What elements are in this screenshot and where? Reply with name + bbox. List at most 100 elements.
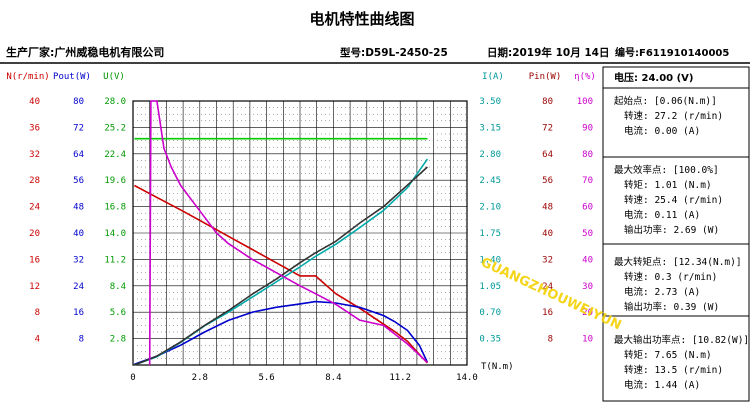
manufacturer-label: 生产厂家:广州威稳电机有限公司 [6,45,164,59]
axis-tick-U: 11.2 [104,255,126,265]
info-line: 输出功率: 2.69 (W) [624,224,719,236]
axis-label-I: I(A) [482,72,504,82]
chart-title: 电机特性曲线图 [309,10,414,28]
axis-tick-N: 32 [29,150,40,160]
x-tick: 11.2 [389,373,411,383]
axis-tick-Pin: 16 [542,308,553,318]
axis-tick-eff: 80 [582,150,593,160]
axis-tick-Pin: 48 [542,203,553,213]
axis-tick-Pout: 32 [73,255,84,265]
left-axis-labels: N(r/min)481216202428323640Pout(W)8162432… [6,72,126,345]
axis-tick-eff: 60 [582,203,593,213]
info-line: 电流: 0.11 (A) [624,209,700,221]
axis-tick-U: 2.8 [110,335,126,345]
axis-tick-Pout: 56 [73,176,84,186]
axis-tick-U: 14.0 [104,229,126,239]
axis-tick-I: 2.80 [479,150,501,160]
info-panel-text: 起始点: [0.06(N.m)] 转速: 27.2 (r/min) 电流: 0.00… [614,95,749,391]
axis-tick-Pout: 24 [73,282,84,292]
info-line: 转速: 25.4 (r/min) [624,194,723,206]
axis-tick-I: 2.45 [479,176,501,186]
axis-tick-Pout: 72 [73,123,84,133]
axis-label-Pout: Pout(W) [53,72,91,82]
axis-tick-U: 5.6 [110,308,126,318]
axis-tick-Pout: 8 [79,335,84,345]
axis-tick-I: 1.75 [479,229,501,239]
info-line: 起始点: [0.06(N.m)] [614,95,717,107]
axis-tick-Pin: 56 [542,176,553,186]
axis-tick-N: 12 [29,282,40,292]
series-line-N [134,184,428,364]
model-label: 型号:D59L-2450-25 [340,46,448,59]
axis-tick-eff: 50 [582,229,593,239]
axis-tick-Pin: 40 [542,229,553,239]
info-line: 转矩: 7.65 (N.m) [624,349,712,361]
axis-tick-I: 3.15 [479,123,501,133]
axis-tick-N: 4 [35,335,40,345]
x-tick: 8.4 [325,373,341,383]
watermark-text: GUANGZHOUWEIYUN [478,255,623,333]
axis-tick-eff: 90 [582,123,593,133]
axis-tick-eff: 40 [582,255,593,265]
axis-tick-Pout: 80 [73,97,84,107]
x-tick: 14.0 [456,373,478,383]
axis-tick-Pin: 80 [542,97,553,107]
axis-tick-N: 16 [29,255,40,265]
axis-tick-Pin: 72 [542,123,553,133]
info-line: 转速: 27.2 (r/min) [624,110,723,122]
axis-tick-Pout: 40 [73,229,84,239]
series-lines [134,100,429,366]
axis-tick-Pin: 8 [548,335,553,345]
x-tick: 5.6 [258,373,274,383]
axis-tick-Pout: 64 [73,150,84,160]
x-tick: 2.8 [192,373,208,383]
axis-tick-Pin: 24 [542,282,553,292]
info-line: 转速: 13.5 (r/min) [624,364,723,376]
axis-tick-Pout: 48 [73,203,84,213]
axis-tick-eff: 30 [582,282,593,292]
axis-tick-eff: 70 [582,176,593,186]
watermark: GUANGZHOUWEIYUN [478,255,623,333]
axis-label-U: U(V) [103,72,125,82]
axis-tick-I: 0.35 [479,335,501,345]
axis-tick-U: 22.4 [104,150,126,160]
info-line: 最大转矩点: [12.34(N.m)] [614,256,742,268]
axis-tick-U: 8.4 [110,282,126,292]
voltage-readout: 电压: 24.00 (V) [614,71,693,84]
date-label: 日期:2019年 10月 14日 [487,46,609,59]
right-axis-labels: I(A) 0.35 0.70 1.05 1.40 1.75 2.10 2.45 2.80 3.15… [479,72,596,345]
axis-tick-N: 40 [29,97,40,107]
series-line-eff [148,100,428,366]
serial-label: 编号:F611910140005 [615,46,729,59]
info-line: 最大效率点: [100.0%] [614,164,719,176]
axis-tick-U: 25.2 [104,123,126,133]
info-panel [602,66,750,402]
axis-tick-Pout: 16 [73,308,84,318]
x-axis: 0 2.8 5.6 8.4 11.2 14.0T(N.m) [130,362,513,383]
axis-tick-I: 0.70 [479,308,501,318]
axis-label-N: N(r/min) [6,72,49,82]
series-line-Pin [134,166,428,366]
axis-tick-Pin: 64 [542,150,553,160]
info-line: 转矩: 1.01 (N.m) [624,179,712,191]
info-line: 输出功率: 0.39 (W) [624,301,719,313]
axis-tick-N: 20 [29,229,40,239]
plot-area [132,100,468,366]
axis-tick-N: 28 [29,176,40,186]
axis-tick-I: 1.05 [479,282,501,292]
axis-tick-U: 16.8 [104,203,126,213]
axis-tick-Pin: 32 [542,255,553,265]
info-line: 转速: 0.3 (r/min) [624,271,717,283]
axis-tick-eff: 20 [582,308,593,318]
axis-tick-I: 2.10 [479,203,501,213]
axis-tick-N: 36 [29,123,40,133]
axis-label-Pin: Pin(W) [529,72,562,82]
x-axis-label: T(N.m) [481,362,514,372]
info-line: 电流: 2.73 (A) [624,286,700,298]
axis-tick-N: 8 [35,308,40,318]
axis-tick-U: 28.0 [104,97,126,107]
series-line-Pout [134,300,429,366]
axis-tick-U: 19.6 [104,176,126,186]
axis-tick-N: 24 [29,203,40,213]
